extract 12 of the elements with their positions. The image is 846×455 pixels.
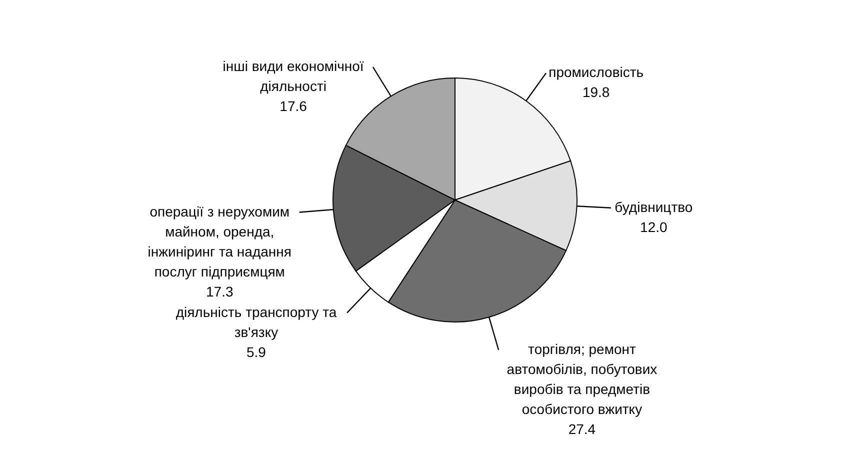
data-label: 19.8 — [582, 84, 610, 100]
data-label: 17.3 — [206, 283, 234, 300]
data-label: 5.9 — [246, 344, 266, 360]
data-label: 12.0 — [640, 218, 668, 235]
slice-label: промисловість — [548, 64, 644, 80]
data-label: 17.6 — [280, 98, 308, 114]
data-label: 27.4 — [568, 420, 596, 437]
slice-label: операції з нерухомим майном, оренда, інжиніринг та надання послуг підприємцям — [148, 203, 292, 280]
slice-label: будівництво — [614, 198, 693, 215]
slice-label: діяльність транспорту та зв'язку — [176, 304, 337, 340]
slice-label: інші види економічної діяльності — [222, 58, 364, 94]
slice-label: торгівля; ремонт автомобілів, побутових виробів та предметів особистого вжитку — [506, 340, 658, 417]
